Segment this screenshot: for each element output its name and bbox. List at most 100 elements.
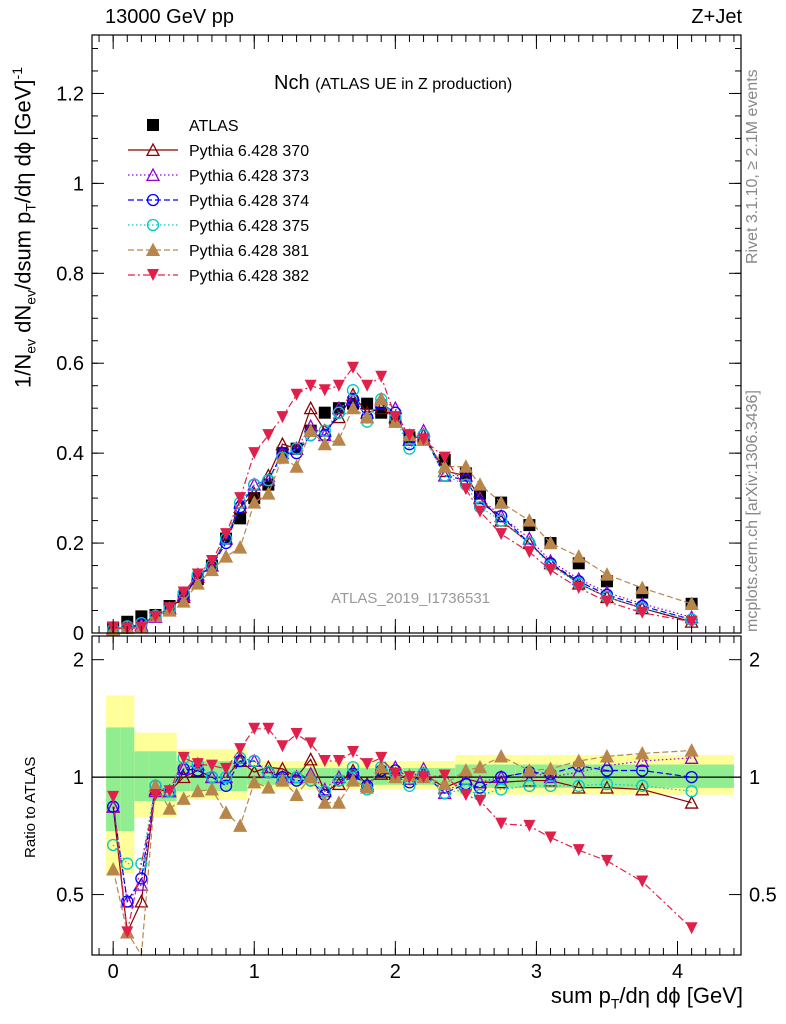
ratio-point: [572, 779, 585, 792]
ratio-point: [636, 875, 649, 888]
ratio-point: [204, 782, 220, 796]
data-point: [303, 400, 318, 415]
ratio-point: [121, 926, 134, 939]
ratio-point: [459, 788, 472, 801]
data-point: [176, 594, 191, 608]
ratio-point: [543, 761, 558, 775]
ratio-band-green: [204, 761, 219, 792]
data-point: [389, 411, 402, 424]
data-point: [472, 477, 488, 491]
ratio-point: [149, 788, 162, 801]
data-point: [220, 528, 233, 541]
ratio-point: [176, 791, 191, 805]
data-point: [572, 582, 585, 595]
ratio-point: [544, 831, 557, 844]
ratio-point: [332, 774, 346, 787]
data-point: [543, 535, 558, 550]
ratio-tick-label: 2: [749, 650, 760, 672]
ratio-point: [437, 776, 452, 791]
ratio-point: [417, 771, 430, 784]
ratio-point: [458, 763, 473, 777]
data-point: [304, 379, 317, 392]
ratio-tick-label: 2: [73, 650, 84, 672]
ratio-point: [190, 783, 205, 798]
ratio-band-green: [106, 727, 121, 832]
ratio-point: [262, 765, 275, 779]
ratio-point: [276, 740, 289, 753]
data-point: [685, 615, 698, 628]
ratio-point: [303, 769, 318, 784]
ratio-point: [163, 785, 176, 798]
ratio-point: [635, 753, 650, 768]
data-point: [190, 576, 205, 590]
ratio-point: [600, 854, 613, 867]
data-point: [275, 450, 290, 464]
ratio-line: [112, 760, 692, 904]
legend-entry: Pythia 6.428 375: [128, 218, 309, 235]
ratio-tick-label: 1: [749, 767, 760, 789]
ratio-band-green: [564, 764, 593, 788]
ratio-point: [522, 763, 537, 777]
legend-entry: Pythia 6.428 374: [128, 193, 309, 210]
data-point: [318, 406, 331, 419]
ratio-point: [176, 769, 191, 784]
ratio-band-green: [120, 727, 135, 832]
ratio-point: [290, 770, 303, 784]
y-tick-label: 0.8: [56, 263, 84, 285]
data-point: [523, 546, 536, 559]
y-axis-label: 1/Nev dNev/dsum pT/dη dϕ [GeV]-1: [9, 67, 39, 388]
ratio-tick-label: 1: [73, 767, 84, 789]
legend-marker: [145, 167, 161, 182]
legend-label: Pythia 6.428 375: [189, 218, 309, 235]
chart-title: Nch (ATLAS UE in Z production): [274, 72, 512, 95]
ratio-point: [544, 779, 557, 792]
data-point: [495, 514, 508, 527]
data-point: [261, 486, 276, 500]
data-point: [345, 400, 361, 415]
y-tick-label: 1.2: [56, 83, 84, 105]
chart-subtitle: (ATLAS UE in Z production): [315, 76, 513, 93]
x-tick-label: 1: [249, 961, 260, 983]
data-point: [522, 513, 537, 527]
ratio-point: [332, 754, 345, 767]
series-line: [113, 398, 692, 631]
series-6: [107, 361, 698, 635]
ratio-point: [374, 759, 389, 774]
data-point: [290, 442, 303, 455]
data-point: [234, 512, 247, 525]
ratio-band-green: [233, 761, 248, 792]
data-point: [191, 568, 204, 581]
data-point: [544, 564, 557, 577]
ratio-point: [473, 794, 486, 807]
ratio-line: [112, 757, 692, 903]
data-point: [149, 610, 162, 623]
ratio-point: [234, 743, 247, 756]
analysis-watermark: ATLAS_2019_I1736531: [331, 590, 491, 607]
data-point: [599, 567, 615, 581]
legend-label: Pythia 6.428 373: [189, 168, 309, 185]
ratio-point: [177, 751, 190, 764]
data-point: [289, 459, 304, 473]
ratio-point: [134, 877, 149, 891]
ratio-point: [494, 749, 509, 763]
x-tick-label: 0: [108, 961, 119, 983]
ratio-point: [290, 727, 303, 740]
ratio-point: [289, 787, 304, 802]
data-point: [636, 606, 649, 619]
legend-label: ATLAS: [189, 118, 239, 135]
x-tick-label: 3: [531, 961, 542, 983]
ratio-tick-label: 0.5: [56, 885, 84, 907]
data-point: [403, 429, 416, 442]
data-point: [495, 509, 508, 523]
data-point: [331, 432, 346, 446]
ratio-point: [233, 754, 247, 768]
ratio-point: [635, 746, 650, 760]
ratio-point: [438, 769, 451, 782]
ratio-point: [636, 764, 649, 777]
ratio-point: [684, 743, 699, 757]
data-point: [458, 459, 473, 473]
ratio-point: [106, 862, 121, 876]
ratio-point: [247, 774, 262, 789]
ratio-band-green: [134, 751, 149, 802]
data-point: [375, 370, 388, 383]
